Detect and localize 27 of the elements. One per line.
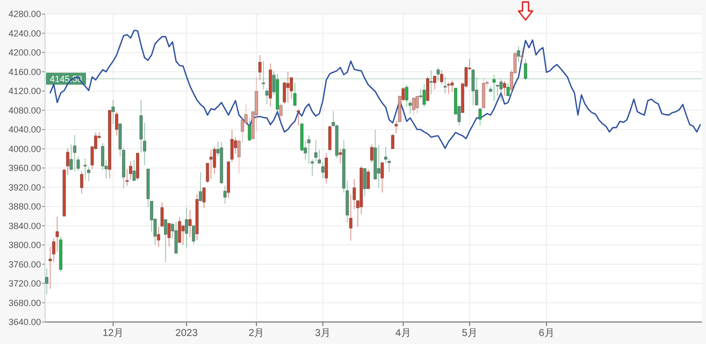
y-tick-label: 3840.00 — [8, 220, 41, 231]
x-tick-label: 2023 — [175, 328, 198, 339]
y-tick-label: 3800.00 — [8, 240, 41, 250]
candlestick — [391, 133, 394, 150]
x-tick-label: 6月 — [538, 328, 554, 339]
y-tick-label: 4280.00 — [8, 9, 41, 19]
y-tick-label: 4120.00 — [8, 86, 41, 96]
y-tick-label: 3760.00 — [8, 259, 41, 270]
y-tick-label: 3960.00 — [8, 163, 41, 173]
y-tick-label: 3880.00 — [8, 202, 41, 212]
y-tick-label: 4200.00 — [8, 48, 41, 58]
y-tick-label: 3640.00 — [8, 317, 41, 327]
y-tick-label: 4080.00 — [8, 105, 41, 116]
candlestick — [206, 162, 210, 184]
x-tick-label: 4月 — [395, 328, 411, 339]
line-series — [50, 30, 701, 149]
x-tick-label: 3月 — [315, 328, 331, 339]
y-tick-label: 3920.00 — [8, 182, 41, 192]
y-tick-label: 3720.00 — [8, 278, 41, 288]
x-tick-label: 12月 — [102, 328, 124, 339]
x-tick-label: 5月 — [462, 328, 478, 339]
y-tick-label: 4040.00 — [8, 124, 41, 134]
y-tick-label: 4000.00 — [8, 144, 41, 154]
y-tick-label: 4160.00 — [8, 66, 41, 77]
y-tick-label: 4240.00 — [8, 28, 41, 38]
y-tick-label: 3680.00 — [8, 298, 41, 308]
x-tick-label: 2月 — [248, 328, 264, 339]
